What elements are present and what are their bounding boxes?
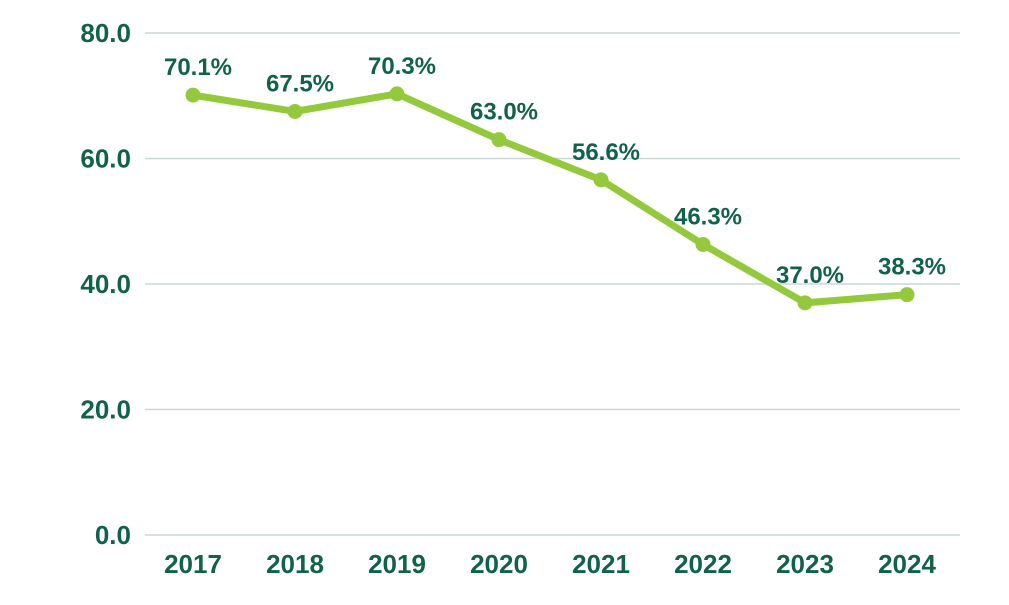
y-axis-tick-label: 80.0	[80, 18, 131, 48]
data-point-marker	[491, 132, 507, 148]
y-axis-tick-label: 40.0	[80, 269, 131, 299]
data-point-label: 37.0%	[776, 262, 844, 289]
series-line	[189, 90, 911, 307]
y-axis-tick-label: 0.0	[95, 520, 131, 550]
x-axis-tick-label: 2021	[572, 549, 630, 579]
data-point-marker	[695, 236, 711, 252]
data-point-label: 38.3%	[878, 254, 946, 281]
y-axis-tick-label: 60.0	[80, 144, 131, 174]
y-axis-tick-label: 20.0	[80, 395, 131, 425]
x-axis-tick-label: 2023	[776, 549, 834, 579]
data-point-label: 63.0%	[470, 99, 538, 126]
data-point-label: 70.1%	[164, 54, 232, 81]
data-point-marker	[185, 87, 201, 103]
data-point-label: 56.6%	[572, 139, 640, 166]
data-point-label: 46.3%	[674, 203, 742, 230]
x-axis-tick-label: 2018	[266, 549, 324, 579]
data-point-marker	[899, 287, 915, 303]
x-axis-tick-label: 2020	[470, 549, 528, 579]
data-point-marker	[797, 295, 813, 311]
x-axis-tick-label: 2017	[164, 549, 222, 579]
data-point-marker	[287, 103, 303, 119]
x-axis-tick-label: 2019	[368, 549, 426, 579]
data-point-label: 70.3%	[368, 53, 436, 80]
data-point-label: 67.5%	[266, 70, 334, 97]
data-point-marker	[389, 86, 405, 102]
x-axis-tick-label: 2024	[878, 549, 936, 579]
x-axis-tick-label: 2022	[674, 549, 732, 579]
data-point-marker	[593, 172, 609, 188]
